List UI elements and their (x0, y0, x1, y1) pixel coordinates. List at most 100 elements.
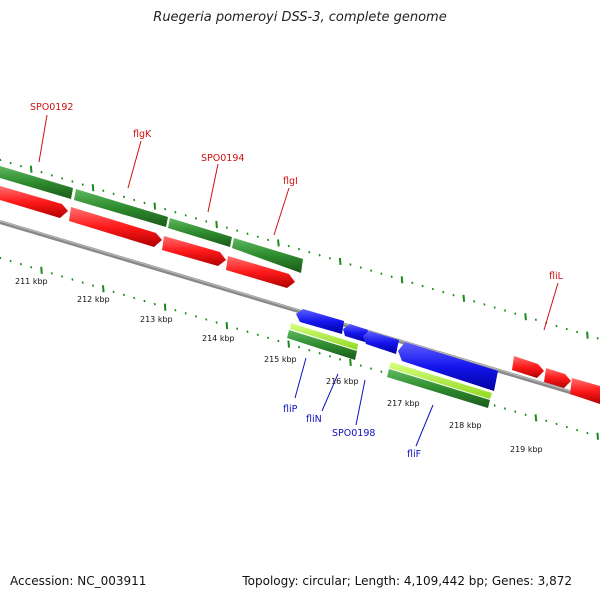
minor-tick (576, 428, 579, 432)
cds-flil[interactable] (512, 356, 544, 378)
cds-spo0194[interactable] (162, 236, 226, 266)
minor-tick (339, 358, 342, 361)
minor-tick (174, 211, 177, 214)
cds-flip[interactable] (296, 309, 344, 334)
minor-tick (359, 266, 362, 269)
label-spo0198[interactable]: SPO0198 (332, 428, 375, 439)
cds-flin[interactable] (343, 324, 368, 342)
minor-tick (246, 232, 249, 235)
major-tick (462, 294, 466, 302)
minor-tick (122, 195, 125, 199)
gene-flip-light[interactable] (290, 323, 358, 350)
minor-tick (205, 220, 208, 223)
major-tick (225, 322, 229, 330)
minor-tick (318, 254, 321, 257)
cds-flif[interactable] (398, 342, 498, 391)
major-tick (287, 340, 290, 348)
kbp-label-214: 214 kbp (202, 334, 235, 343)
label-spo0192[interactable]: SPO0192 (30, 102, 73, 113)
minor-tick (380, 370, 383, 373)
minor-tick (19, 164, 22, 168)
kbp-label-215: 215 kbp (264, 355, 297, 364)
minor-tick (555, 324, 558, 328)
cds-flim[interactable] (544, 368, 571, 388)
cds-next[interactable] (570, 378, 600, 404)
cds-flgk[interactable] (69, 207, 162, 247)
minor-tick (71, 180, 74, 183)
minor-tick (9, 259, 12, 263)
minor-tick (328, 257, 331, 260)
minor-tick (297, 247, 301, 251)
minor-tick (174, 309, 177, 312)
gene-flgk[interactable] (74, 189, 168, 227)
minor-tick (246, 330, 249, 333)
minor-tick (133, 296, 136, 300)
gene-flip-dark[interactable] (287, 330, 357, 360)
reverse-gene-track (287, 323, 492, 408)
minor-tick (297, 345, 301, 349)
major-tick (91, 184, 95, 192)
minor-tick (277, 339, 280, 343)
minor-tick (225, 226, 228, 229)
gene-flgi[interactable] (232, 238, 303, 273)
major-tick (349, 358, 352, 367)
minor-tick (256, 333, 259, 337)
minor-tick (524, 413, 527, 416)
major-tick (534, 414, 538, 422)
label-flgi[interactable]: flgI (283, 176, 298, 187)
minor-tick (503, 309, 507, 312)
major-tick (153, 202, 157, 210)
gene-flif-dark[interactable] (387, 369, 490, 408)
minor-tick (112, 192, 115, 196)
minor-tick (122, 293, 125, 297)
minor-tick (71, 278, 74, 281)
label-flin[interactable]: fliN (306, 414, 322, 425)
label-flif[interactable]: fliF (407, 449, 421, 460)
minor-tick (473, 300, 476, 303)
major-tick (277, 239, 280, 247)
kbp-label-219: 219 kbp (510, 445, 543, 454)
minor-tick (380, 272, 383, 275)
forward-gene-labels: SPO0192 flgK SPO0194 flgI fliL (30, 102, 564, 331)
kbp-label-212: 212 kbp (77, 295, 110, 304)
minor-tick (194, 315, 198, 318)
minor-tick (514, 312, 517, 315)
minor-tick (503, 407, 507, 410)
major-tick (215, 220, 218, 229)
minor-tick (308, 250, 311, 254)
label-flil[interactable]: fliL (549, 271, 564, 282)
gene-flif-light[interactable] (389, 362, 492, 399)
minor-tick (81, 281, 84, 284)
minor-tick (514, 410, 517, 413)
minor-tick (112, 290, 115, 294)
kbp-label-218: 218 kbp (449, 421, 482, 430)
minor-tick (81, 183, 84, 186)
minor-tick (61, 177, 64, 180)
minor-tick (184, 312, 187, 315)
minor-tick (370, 269, 373, 272)
gene-spo0194[interactable] (168, 218, 232, 247)
minor-tick (287, 244, 290, 248)
major-tick (163, 303, 167, 311)
minor-tick (483, 303, 486, 306)
minor-tick (493, 306, 496, 309)
minor-tick (184, 214, 187, 217)
reverse-cds-track (296, 309, 498, 391)
cds-flgi[interactable] (226, 256, 295, 288)
gene-spo0192[interactable] (0, 166, 73, 199)
minor-tick (318, 352, 321, 355)
major-tick (102, 285, 105, 293)
label-flip[interactable]: fliP (283, 404, 298, 415)
cds-spo0198[interactable] (363, 331, 399, 354)
minor-tick (267, 238, 270, 242)
label-flgk[interactable]: flgK (133, 129, 152, 140)
major-tick (29, 165, 33, 173)
minor-tick (0, 256, 2, 260)
kbp-label-213: 213 kbp (140, 315, 173, 324)
label-spo0194[interactable]: SPO0194 (201, 153, 244, 164)
minor-tick (421, 284, 424, 288)
page-title: Ruegeria pomeroyi DSS-3, complete genome (153, 10, 447, 25)
cds-spo0192[interactable] (0, 186, 68, 218)
minor-tick (534, 318, 537, 322)
